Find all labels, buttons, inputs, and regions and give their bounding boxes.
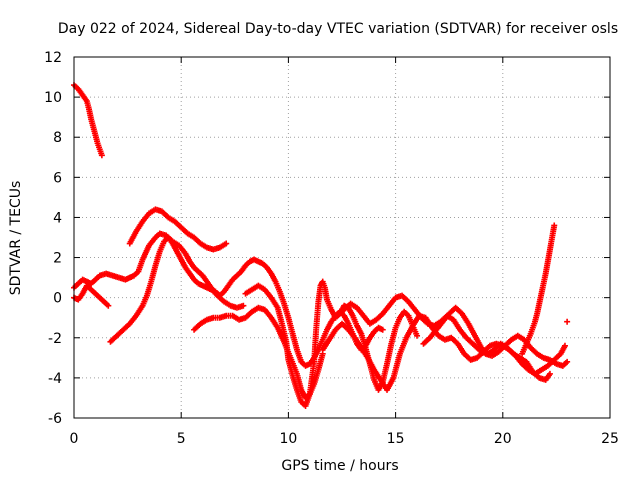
data-point bbox=[379, 326, 386, 333]
y-tick-label: -6 bbox=[48, 411, 62, 427]
series-outlier bbox=[564, 318, 571, 325]
series-arc-4 bbox=[107, 234, 386, 369]
chart-title: Day 022 of 2024, Sidereal Day-to-day VTE… bbox=[58, 21, 618, 37]
y-tick-label: -2 bbox=[48, 331, 62, 347]
data-point bbox=[414, 332, 421, 339]
series-arc-5 bbox=[126, 206, 230, 253]
x-tick-label: 5 bbox=[177, 431, 186, 447]
x-tick-label: 25 bbox=[601, 431, 619, 447]
data-point bbox=[551, 222, 558, 229]
plot-frame bbox=[73, 56, 611, 419]
data-point bbox=[240, 302, 247, 309]
y-tick-label: 8 bbox=[53, 130, 62, 146]
y-tick-labels: -6 -4 -2 0 2 4 6 8 10 12 bbox=[44, 50, 62, 427]
y-axis-label: SDTVAR / TECUs bbox=[8, 181, 24, 296]
series-arc-6 bbox=[191, 304, 326, 401]
data-point bbox=[564, 358, 571, 365]
series-arc-1 bbox=[71, 82, 105, 159]
series-arc-11 bbox=[519, 222, 558, 357]
data-markers bbox=[71, 82, 571, 409]
y-tick-label: 4 bbox=[53, 210, 62, 226]
series-arc-3 bbox=[71, 282, 112, 309]
x-tick-label: 0 bbox=[70, 431, 79, 447]
y-tick-label: 12 bbox=[44, 50, 62, 66]
x-tick-label: 15 bbox=[387, 431, 405, 447]
data-point bbox=[98, 152, 105, 159]
y-tick-label: 2 bbox=[53, 251, 62, 267]
series-arc-2 bbox=[71, 230, 247, 311]
data-point bbox=[564, 318, 571, 325]
y-tick-label: 6 bbox=[53, 170, 62, 186]
series-arc-7 bbox=[242, 278, 421, 409]
series-arc-10 bbox=[420, 304, 553, 383]
grid-lines bbox=[74, 57, 610, 418]
x-axis-label: GPS time / hours bbox=[281, 458, 398, 474]
data-point bbox=[546, 370, 553, 377]
data-point bbox=[223, 240, 230, 247]
y-tick-label: 10 bbox=[44, 90, 62, 106]
x-tick-label: 20 bbox=[494, 431, 512, 447]
data-point bbox=[105, 302, 112, 309]
x-tick-labels: 0 5 10 15 20 25 bbox=[70, 431, 619, 447]
y-tick-label: 0 bbox=[53, 291, 62, 307]
y-tick-label: -4 bbox=[48, 371, 62, 387]
data-point bbox=[561, 342, 568, 349]
x-tick-label: 10 bbox=[279, 431, 297, 447]
